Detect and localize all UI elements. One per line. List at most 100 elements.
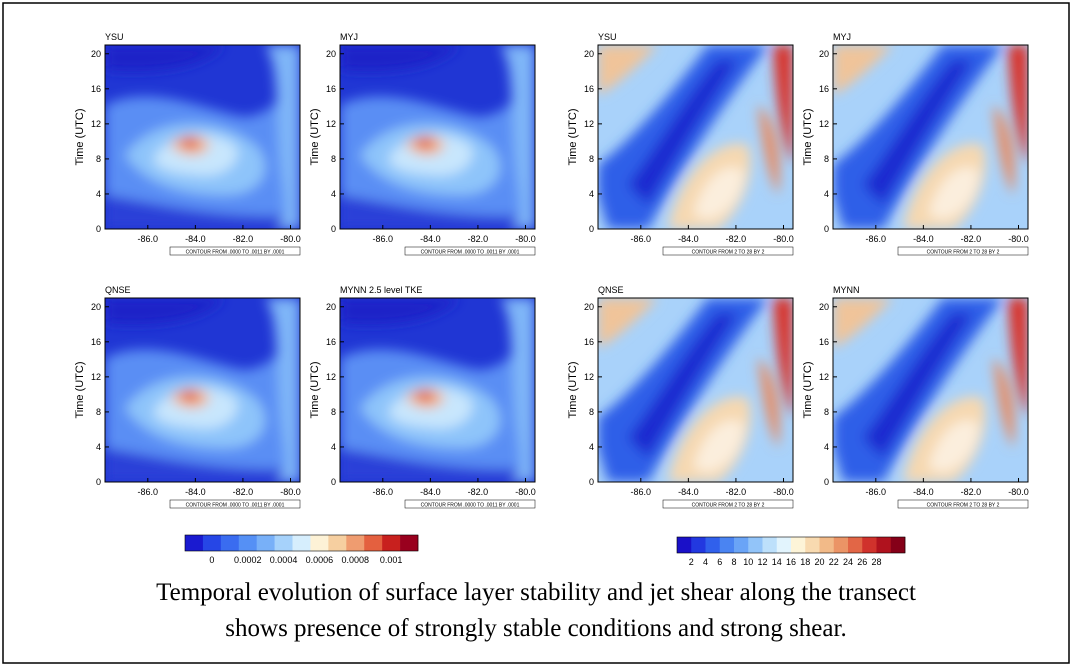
y-tick-label: 8 xyxy=(589,407,594,417)
contour-note: CONTOUR FROM .0000 TO .0011 BY .0001 xyxy=(186,250,285,256)
contour-note-box xyxy=(662,499,794,509)
colorbar-swatch xyxy=(719,537,735,553)
colorbar-swatch xyxy=(292,535,311,551)
contour-note-box xyxy=(897,246,1029,256)
contour-field xyxy=(598,298,793,482)
y-tick-label: 12 xyxy=(819,119,829,129)
colorbar-label: 4 xyxy=(703,557,708,567)
contour-region xyxy=(180,390,199,402)
y-tick-label: 16 xyxy=(584,84,594,94)
contour-region xyxy=(340,298,460,325)
colorbar-label: 12 xyxy=(757,557,767,567)
colorbar-swatch xyxy=(220,535,240,551)
x-tick-label: -84.0 xyxy=(185,234,206,244)
y-tick-label: 12 xyxy=(91,372,101,382)
colorbar-label: 2 xyxy=(689,557,694,567)
x-tick-label: -80.0 xyxy=(1008,234,1029,244)
colorbar-label: 0.0008 xyxy=(342,555,370,565)
colorbar-label: 0.0004 xyxy=(270,555,298,565)
colorbar-swatch xyxy=(328,535,347,551)
contour-region xyxy=(105,448,300,482)
colorbar-swatch xyxy=(762,537,778,553)
contour-region xyxy=(1008,45,1028,165)
colorbar-swatch xyxy=(748,537,763,553)
y-tick-label: 4 xyxy=(96,189,101,199)
panel: QNSE Time (UTC) 0 4 8 12 16 20 -86.0 -84.0 -82.0 -8… xyxy=(74,285,301,509)
contour-field xyxy=(105,298,300,482)
colorbar-label: 0.0002 xyxy=(234,555,262,565)
colorbar-label: 14 xyxy=(772,557,782,567)
contour-region xyxy=(833,298,893,348)
y-tick-label: 12 xyxy=(584,119,594,129)
plot-border xyxy=(104,297,301,483)
panel: QNSE Time (UTC) 0 4 8 12 16 20 -86.0 -84.0 -82.0 -8… xyxy=(567,285,794,509)
colorbar-swatch xyxy=(819,537,835,553)
colorbar-swatch xyxy=(185,535,204,551)
plot-border xyxy=(832,44,1029,230)
contour-field xyxy=(340,298,535,482)
x-tick-label: -80.0 xyxy=(773,234,794,244)
x-tick-label: -84.0 xyxy=(420,234,441,244)
panel-title: MYNN xyxy=(833,285,860,295)
plot-border xyxy=(339,297,536,483)
y-tick-label: 4 xyxy=(96,442,101,452)
colorbar-swatch xyxy=(705,537,721,553)
x-tick-label: -84.0 xyxy=(678,487,699,497)
colorbar-swatch xyxy=(848,537,863,553)
field-shapes xyxy=(833,298,1028,482)
contour-note-box xyxy=(169,246,301,256)
colorbar-swatch xyxy=(691,537,706,553)
x-tick-label: -82.0 xyxy=(468,487,489,497)
contour-region xyxy=(1008,298,1028,418)
y-tick-label: 12 xyxy=(584,372,594,382)
field-shapes xyxy=(340,298,535,482)
colorbar-swatch xyxy=(382,535,401,551)
y-tick-label: 16 xyxy=(91,84,101,94)
y-axis-label: Time (UTC) xyxy=(309,108,321,165)
panel-title: MYJ xyxy=(340,32,358,42)
x-tick-label: -86.0 xyxy=(138,234,159,244)
contour-note-box xyxy=(169,499,301,509)
contour-region xyxy=(773,298,793,418)
contour-region xyxy=(415,390,434,402)
y-tick-label: 12 xyxy=(326,372,336,382)
colorbar-swatch xyxy=(238,535,257,551)
y-tick-label: 0 xyxy=(96,477,101,487)
x-tick-label: -80.0 xyxy=(280,234,301,244)
y-tick-label: 4 xyxy=(824,442,829,452)
contour-note: CONTOUR FROM 2 TO 28 BY 2 xyxy=(927,503,1000,509)
y-tick-label: 16 xyxy=(584,337,594,347)
contour-region xyxy=(500,298,535,482)
contour-region xyxy=(105,45,225,72)
x-tick-label: -84.0 xyxy=(185,487,206,497)
colorbar-swatch xyxy=(364,535,383,551)
contour-region xyxy=(340,45,460,72)
panel: MYJ Time (UTC) 0 4 8 12 16 20 -86.0 -84.0 -82.0 -80… xyxy=(309,32,536,256)
y-tick-label: 8 xyxy=(96,154,101,164)
y-tick-label: 12 xyxy=(326,119,336,129)
x-tick-label: -82.0 xyxy=(233,234,254,244)
x-tick-label: -86.0 xyxy=(631,234,652,244)
y-axis-label: Time (UTC) xyxy=(74,108,86,165)
contour-note-box xyxy=(897,499,1029,509)
contour-region xyxy=(928,167,979,220)
y-tick-label: 20 xyxy=(584,49,594,59)
y-tick-label: 20 xyxy=(819,302,829,312)
colorbar-swatch xyxy=(274,535,293,551)
y-tick-label: 20 xyxy=(91,302,101,312)
contour-region xyxy=(340,448,535,482)
y-tick-label: 8 xyxy=(824,407,829,417)
y-tick-label: 16 xyxy=(819,84,829,94)
y-tick-label: 0 xyxy=(331,477,336,487)
contour-region xyxy=(415,137,434,149)
colorbar-swatch xyxy=(677,537,692,553)
contour-region xyxy=(500,45,535,229)
y-tick-label: 4 xyxy=(331,189,336,199)
panel-title: YSU xyxy=(598,32,617,42)
x-tick-label: -80.0 xyxy=(515,487,536,497)
panel: MYJ Time (UTC) 0 4 8 12 16 20 -86.0 -84.0 -82.0 -80… xyxy=(802,32,1029,256)
panel-title: MYJ xyxy=(833,32,851,42)
contour-field xyxy=(105,45,300,229)
contour-region xyxy=(833,45,893,95)
colorbar-swatch xyxy=(734,537,749,553)
